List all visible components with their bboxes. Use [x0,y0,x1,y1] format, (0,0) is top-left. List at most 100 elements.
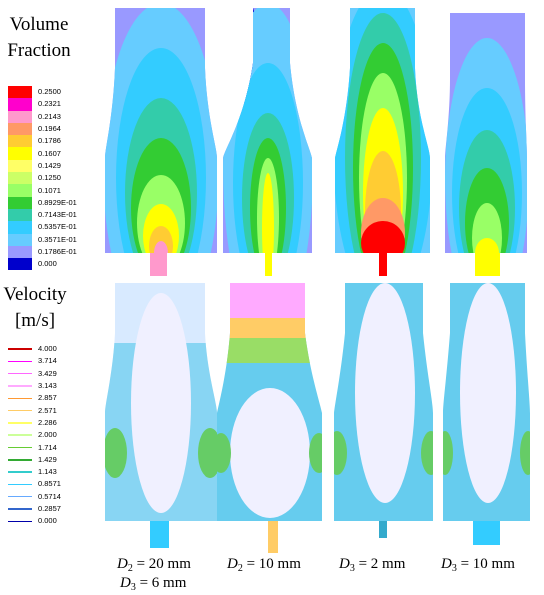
vf-legend-row: 0.3571E-01 [8,233,103,246]
caption-1: D2 = 20 mm [117,556,191,574]
velocity-legend-label: 1.429 [38,454,57,464]
vf-legend-row: 0.2321 [8,98,103,111]
velocity-vector-panels [105,283,530,553]
caption-2-sub: 2 [237,563,243,574]
contour-panel-2 [223,8,312,276]
velocity-legend-swatch [8,495,32,498]
caption-3-sub: 3 [349,563,355,574]
vf-legend-row: 0.8929E-01 [8,196,103,209]
velocity-legend-label: 3.714 [38,356,57,366]
vf-legend-label: 0.1964 [38,124,61,134]
velocity-legend-swatch [8,397,32,400]
velocity-legend-swatch [8,520,32,523]
caption-3-rest: = 2 mm [354,556,406,572]
velocity-legend-label: 1.714 [38,442,57,452]
velocity-legend-swatch [8,446,32,449]
vf-legend-swatch [8,184,32,197]
velocity-legend-swatch [8,385,32,387]
vf-legend-row: 0.5357E-01 [8,221,103,234]
velocity-legend-row: 0.000 [8,515,103,527]
vf-legend-label: 0.1429 [38,160,61,170]
velocity-legend-row: 3.429 [8,368,103,380]
vf-legend-label: 0.2143 [38,111,61,121]
contour-panel-1 [105,8,217,276]
vf-legend-swatch [8,135,32,148]
velocity-legend-row: 1.143 [8,466,103,478]
volume-fraction-title: Volume Fraction [4,12,74,64]
vf-legend-label: 0.2500 [38,87,61,97]
vf-legend-swatch [8,221,32,234]
velocity-legend-swatch [8,409,32,412]
caption-1-line2-var: D [120,575,131,591]
velocity-legend-swatch [8,459,32,461]
velocity-legend-swatch [8,422,32,424]
contour-panel-3 [335,8,430,276]
vf-legend-label: 0.3571E-01 [38,234,77,244]
vf-legend-label: 0.5357E-01 [38,222,77,232]
vf-legend-swatch [8,208,32,222]
velocity-legend-row: 2.571 [8,404,103,416]
vf-legend-swatch [8,86,32,99]
vf-legend-label: 0.1786 [38,136,61,146]
velocity-legend-swatch [8,372,32,375]
velocity-legend-row: 1.714 [8,441,103,453]
velocity-legend-label: 2.286 [38,417,57,427]
volume-fraction-title-line1: Volume [9,14,69,35]
caption-1-line2-sub: 3 [130,582,136,593]
velocity-title-line2: [m/s] [14,310,56,331]
caption-3: D3 = 2 mm [339,556,405,574]
vf-legend-row: 0.1786 [8,135,103,148]
caption-1-var: D [117,556,128,572]
vf-legend-label: 0.1607 [38,148,61,158]
vf-legend-row: 0.1786E-01 [8,245,103,259]
caption-1-sub: 2 [127,563,133,574]
vf-legend-swatch [8,233,32,246]
velocity-legend-row: 2.857 [8,392,103,404]
velocity-legend-label: 2.857 [38,393,57,403]
contour-panel-4 [445,13,527,276]
velocity-legend: 4.000 3.714 3.429 3.143 2.857 2.571 2.286 2.000… [8,343,103,527]
caption-2: D2 = 10 mm [227,556,301,574]
volume-fraction-legend: 0.2500 0.2321 0.2143 0.1964 0.1786 0.1607 0.14… [8,86,103,271]
vf-legend-row: 0.1429 [8,159,103,173]
vf-legend-label: 0.7143E-01 [38,210,77,220]
vf-legend-swatch [8,110,32,123]
vf-legend-label: 0.2321 [38,99,61,109]
caption-1-line2-rest: = 6 mm [135,575,187,591]
vf-legend-row: 0.1250 [8,172,103,185]
velocity-legend-label: 1.143 [38,467,57,477]
velocity-legend-swatch [8,471,32,473]
vf-legend-swatch [8,196,32,209]
caption-4-rest: = 10 mm [456,556,515,572]
velocity-legend-label: 3.143 [38,381,57,391]
vf-legend-swatch [8,147,32,160]
velocity-legend-label: 0.8571 [38,479,61,489]
vf-legend-row: 0.1071 [8,184,103,197]
vf-legend-swatch [8,122,32,136]
caption-1-rest: = 20 mm [132,556,191,572]
velocity-title: Velocity [m/s] [0,282,70,334]
vf-legend-row: 0.1964 [8,122,103,136]
volume-fraction-contours [105,8,527,276]
vector-panel-2 [217,283,322,553]
vf-legend-row: 0.2143 [8,110,103,123]
caption-4-sub: 3 [451,563,457,574]
velocity-legend-label: 0.000 [38,516,57,526]
vf-legend-label: 0.1071 [38,185,61,195]
velocity-legend-swatch [8,434,32,436]
velocity-legend-row: 0.8571 [8,478,103,490]
velocity-legend-row: 0.5714 [8,491,103,503]
velocity-legend-row: 3.143 [8,380,103,392]
caption-4: D3 = 10 mm [441,556,515,574]
vf-legend-label: 0.1786E-01 [38,247,77,256]
velocity-legend-swatch [8,360,32,363]
velocity-legend-row: 2.000 [8,429,103,441]
velocity-legend-row: 0.2857 [8,503,103,515]
velocity-legend-swatch [8,483,32,486]
velocity-title-line1: Velocity [3,284,67,305]
caption-2-rest: = 10 mm [242,556,301,572]
caption-4-var: D [441,556,452,572]
vf-legend-row: 0.1607 [8,147,103,160]
caption-2-var: D [227,556,238,572]
volume-fraction-title-line2: Fraction [7,40,71,61]
